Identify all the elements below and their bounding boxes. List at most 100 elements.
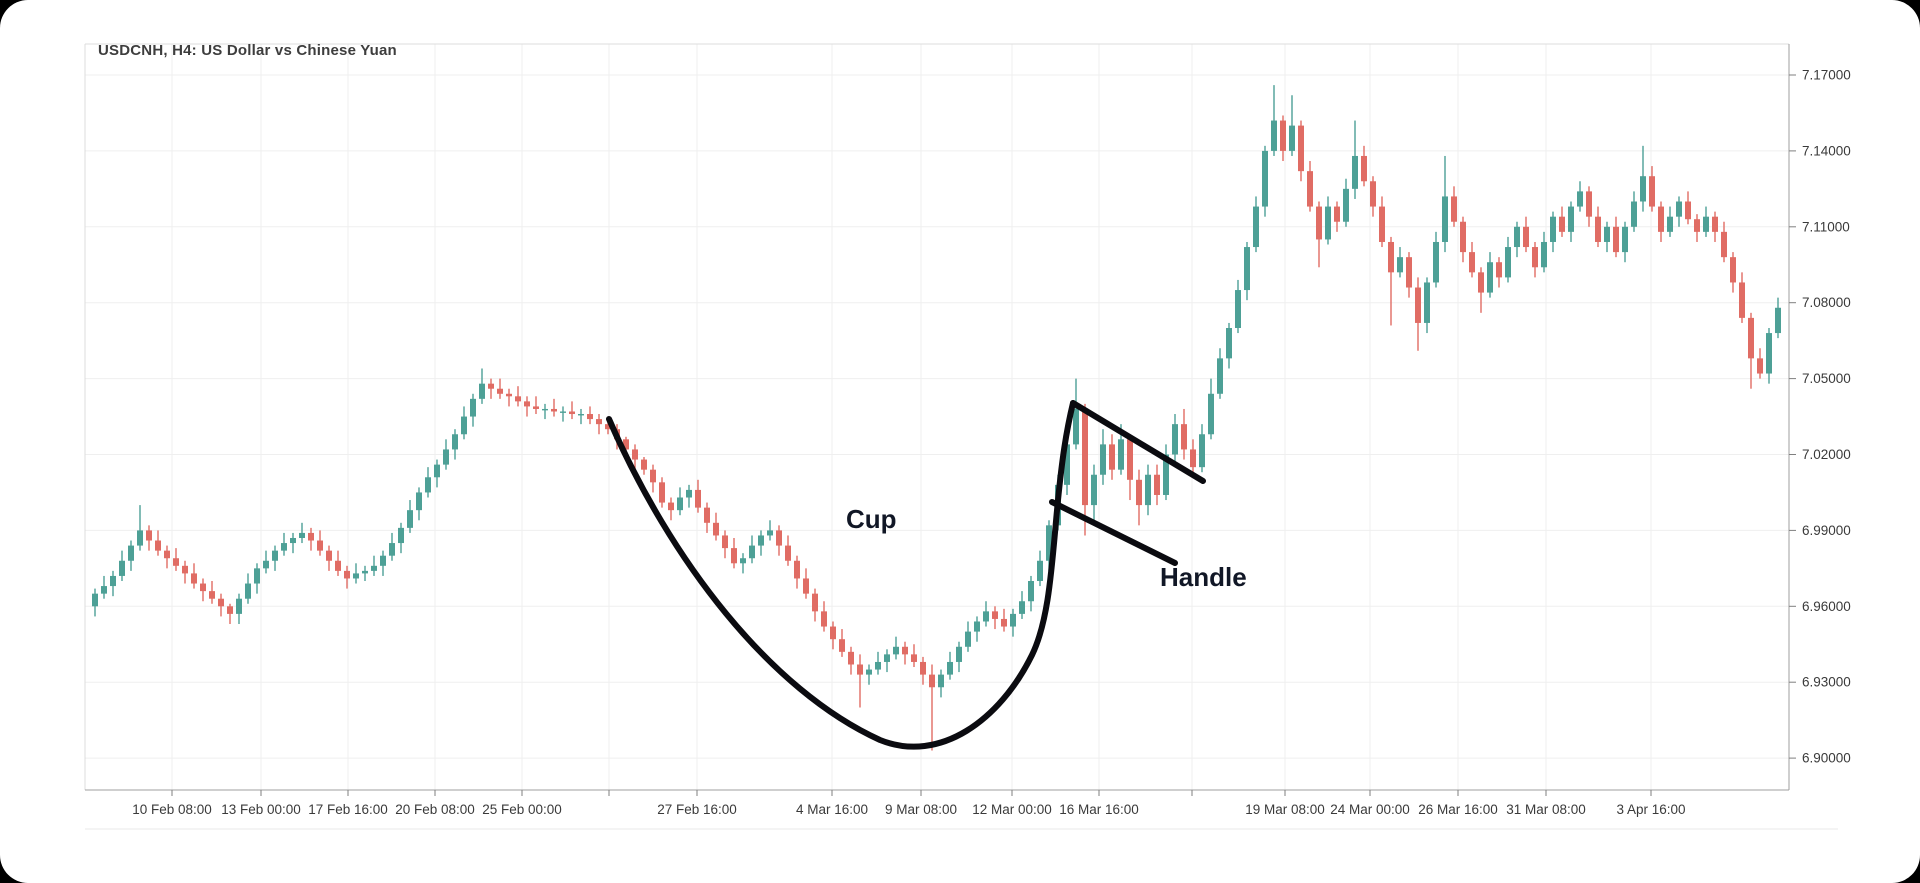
y-axis-tick-label: 7.08000 [1802,295,1851,310]
candle-body [947,661,953,675]
candle-body [1361,155,1367,182]
y-axis-tick-label: 7.11000 [1802,219,1850,234]
candle-body [713,522,719,536]
candle-body [1136,479,1142,506]
candle-body [128,545,134,561]
candle-body [1586,191,1592,217]
candle-body [794,560,800,579]
candle-body [1514,226,1520,248]
candle-body [1433,241,1439,283]
candle-body [299,532,305,538]
candle-body [1532,247,1538,268]
candle-body [1235,290,1241,328]
candle-body [236,598,242,614]
candle-body [1658,206,1664,232]
chart-title: USDCNH, H4: US Dollar vs Chinese Yuan [98,42,397,59]
candle-body [434,464,440,478]
candle-body [1280,120,1286,151]
candle-body [533,406,539,409]
candle-body [101,586,107,594]
candle-body [1721,231,1727,258]
candle-body [1460,221,1466,253]
candle-body [704,507,710,523]
candle-body [272,550,278,561]
candle-body [1577,191,1583,207]
candle-body [695,489,701,508]
handle-upper-line [1070,400,1206,484]
candle-body [767,530,773,536]
candle-body [1739,282,1745,318]
candle-body [776,530,782,546]
candle-body [209,591,215,599]
x-axis-tick-label: 12 Mar 00:00 [972,802,1052,817]
candle-body [596,419,602,425]
candle-body [1046,525,1052,561]
candle-body [659,482,665,503]
candle-body [857,664,863,675]
candle-body [1388,241,1394,273]
candle-body [578,414,584,416]
candle-body [803,578,809,594]
candle-body [407,510,413,528]
candle-body [1262,150,1268,207]
candle-body [425,477,431,493]
candle-body [488,383,494,389]
candle-body [839,639,845,652]
candle-body [470,398,476,417]
candle-body [1649,176,1655,207]
candle-body [1424,282,1430,323]
candle-body [641,459,647,470]
candle-body [911,654,917,662]
candle-body [875,661,881,670]
candle-body [929,674,935,688]
candle-body [1253,206,1259,248]
x-axis-tick-label: 16 Mar 16:00 [1059,802,1139,817]
candle-body [137,530,143,546]
candle-body [1730,257,1736,283]
candle-body [938,674,944,688]
candle-body [1352,155,1358,189]
x-axis-tick-label: 10 Feb 08:00 [132,802,212,817]
x-axis-tick-label: 25 Feb 00:00 [482,802,562,817]
candle-body [920,661,926,675]
x-axis-tick-label: 3 Apr 16:00 [1616,802,1685,817]
candle-body [1370,181,1376,207]
candle-body [1325,206,1331,240]
candle-body [200,583,206,592]
candle-body [1775,307,1781,334]
candle-body [560,411,566,413]
candle-body [506,393,512,397]
candle-body [344,570,350,579]
candle-body [1064,444,1070,485]
candle-body [263,560,269,569]
x-axis-tick-label: 31 Mar 08:00 [1506,802,1586,817]
candle-body [479,383,485,399]
candle-body [1604,226,1610,242]
candle-body [1550,216,1556,242]
candle-body [1613,226,1619,253]
x-axis-tick-label: 13 Feb 00:00 [221,802,301,817]
candle-body [281,543,287,551]
candle-body [1028,581,1034,602]
candle-body [758,535,764,546]
candle-body [1757,358,1763,374]
candle-body [1442,196,1448,242]
candle-body [1397,257,1403,273]
candle-body [110,575,116,587]
candle-body [173,558,179,566]
candle-body [1082,408,1088,506]
candle-body [722,535,728,549]
candle-body [1001,618,1007,627]
candle-body [326,550,332,561]
candle-body [983,611,989,622]
candle-body [1478,272,1484,293]
candle-body [551,408,557,412]
candle-body [1100,444,1106,475]
x-axis-tick-label: 20 Feb 08:00 [395,802,475,817]
candle-body [119,560,125,576]
candle-body [92,593,98,607]
candle-body [1118,439,1124,470]
candle-body [821,611,827,627]
